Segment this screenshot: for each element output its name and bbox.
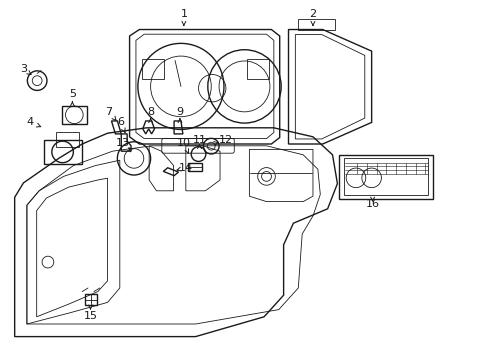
Text: 11: 11	[192, 135, 206, 145]
Text: 1: 1	[180, 9, 187, 19]
Bar	[44, 140, 82, 164]
Text: 4: 4	[27, 117, 34, 127]
Text: 3: 3	[20, 64, 27, 74]
Text: 8: 8	[147, 107, 154, 117]
Text: 5: 5	[69, 89, 76, 99]
Text: 6: 6	[117, 117, 123, 127]
Text: 16: 16	[365, 199, 379, 210]
Bar	[142, 59, 163, 79]
Bar	[298, 19, 334, 30]
Bar	[339, 155, 432, 199]
Bar	[187, 163, 202, 171]
Text: 15: 15	[83, 311, 97, 321]
Text: 7: 7	[105, 107, 112, 117]
Bar	[56, 132, 79, 147]
Text: 2: 2	[309, 9, 316, 19]
Text: 14: 14	[179, 163, 192, 173]
Bar	[85, 294, 97, 305]
Text: 10: 10	[177, 138, 190, 148]
Bar	[344, 158, 427, 195]
Bar	[61, 106, 87, 124]
Bar	[246, 59, 268, 79]
Text: 12: 12	[219, 135, 232, 145]
Text: 13: 13	[116, 138, 130, 148]
Text: 9: 9	[176, 107, 183, 117]
